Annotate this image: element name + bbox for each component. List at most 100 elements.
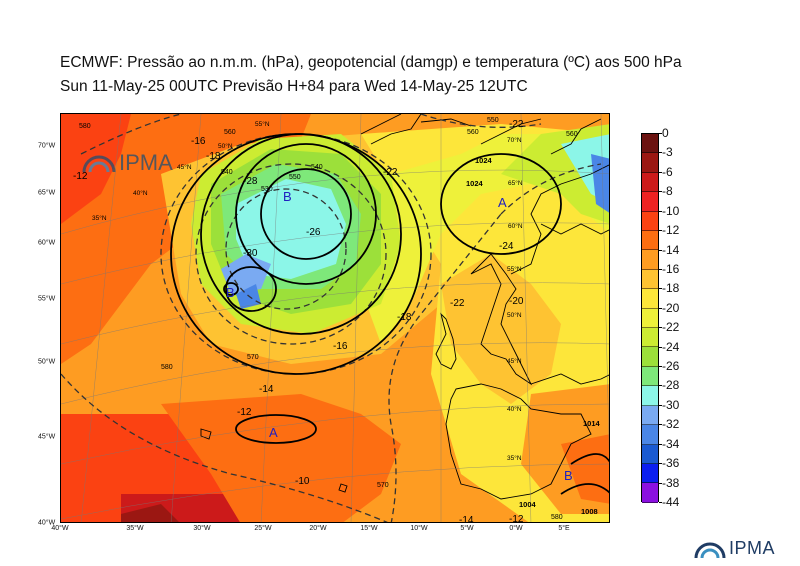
temp-label: -16 <box>191 136 206 147</box>
geo-label: 570 <box>377 482 389 489</box>
temp-label: -22 <box>509 119 524 130</box>
logo-text: IPMA <box>729 538 776 558</box>
geo-label: 570 <box>247 354 259 361</box>
low-center-label: B <box>226 285 235 300</box>
geo-label: 560 <box>467 129 479 136</box>
lon-label: 5°E <box>558 525 570 532</box>
geo-label: 550 <box>487 117 499 124</box>
temp-label: -22 <box>383 167 398 178</box>
temp-label: -14 <box>459 515 474 523</box>
high-center-label: A <box>269 425 278 440</box>
lat-label: 50°W <box>38 358 56 366</box>
temp-label: -28 <box>243 176 258 187</box>
isobars <box>170 133 609 495</box>
colorbar-tick <box>659 152 662 154</box>
colorbar-segment <box>642 483 658 503</box>
temp-label: -24 <box>499 241 514 252</box>
chart-subtitle: Sun 11-May-25 00UTC Previsão H+84 para W… <box>60 78 528 95</box>
colorbar-tick <box>659 424 662 426</box>
temp-label: -18 <box>397 312 412 323</box>
temp-label: -20 <box>509 296 524 307</box>
temp-label: -16 <box>333 341 348 352</box>
grid-label: 70°N <box>507 136 522 144</box>
low-center-label: B <box>283 189 292 204</box>
colorbar-tick <box>659 385 662 387</box>
colorbar-label: -38 <box>662 475 680 490</box>
isobar-label: 1014 <box>583 419 601 428</box>
colorbar-tick <box>659 230 662 232</box>
colorbar-segment <box>642 153 658 173</box>
colorbar-tick <box>659 288 662 290</box>
colorbar-segment <box>642 211 658 232</box>
grid-label: 35°N <box>507 454 522 462</box>
colorbar-segment <box>642 347 658 367</box>
colorbar-segment <box>642 134 658 154</box>
colorbar-tick <box>659 443 662 445</box>
grid-labels: 55°N 50°N 45°N 40°N 35°N 70°N 65°N 60°N … <box>92 120 523 462</box>
colorbar-segment <box>642 405 658 426</box>
colorbar-tick <box>659 268 662 270</box>
lon-label: 15°W <box>360 525 378 532</box>
lat-label: 55°W <box>38 295 56 303</box>
grid-label: 55°N <box>507 265 522 273</box>
colorbar-segment <box>642 308 658 329</box>
colorbar-label: -26 <box>662 359 680 374</box>
colorbar-tick <box>659 133 662 134</box>
lon-label: 25°W <box>254 525 272 532</box>
grid-label: 60°N <box>508 222 523 230</box>
temp-label: -14 <box>259 384 274 395</box>
colorbar-label: -14 <box>662 242 680 257</box>
watermark-logo: IPMA <box>82 150 173 176</box>
grid-label: 55°N <box>255 120 270 128</box>
colorbar-segment <box>642 425 658 445</box>
graticule <box>61 114 609 522</box>
colorbar-segment <box>642 289 658 309</box>
grid-label: 50°N <box>218 142 233 150</box>
colorbar-label: -12 <box>662 223 680 238</box>
colorbar-label: -18 <box>662 281 680 296</box>
weather-map: B B A A B -30 -28 -26 -22 -22 -18 -16 -1… <box>60 113 610 523</box>
grid-label: 50°N <box>507 311 522 319</box>
colorbar-segment <box>642 192 658 212</box>
colorbar-label: -16 <box>662 261 680 276</box>
colorbar-tick <box>659 191 662 193</box>
geo-label: 580 <box>79 123 91 130</box>
temp-label: -30 <box>243 248 258 259</box>
ipma-logo-icon <box>82 155 116 173</box>
colorbar <box>641 133 659 503</box>
grid-label: 40°N <box>133 189 148 197</box>
colorbar-label: -34 <box>662 436 680 451</box>
lon-label: 35°W <box>126 525 144 532</box>
colorbar-label: 0 <box>662 126 669 140</box>
geo-label: 550 <box>289 174 301 181</box>
grid-label: 40°N <box>507 405 522 413</box>
lat-label: 40°W <box>38 519 56 527</box>
lat-label: 45°W <box>38 433 56 441</box>
colorbar-segment <box>642 231 658 251</box>
colorbar-tick <box>659 366 662 368</box>
colorbar-label: -32 <box>662 417 680 432</box>
colorbar-label: -30 <box>662 397 680 412</box>
temp-label: -22 <box>450 298 465 309</box>
geo-label: 580 <box>161 364 173 371</box>
geo-label: 580 <box>551 514 563 521</box>
colorbar-segment <box>642 366 658 387</box>
lat-label: 70°W <box>38 142 56 150</box>
isobar-label: 1024 <box>466 179 484 188</box>
colorbar-tick <box>659 249 662 251</box>
temp-label: -12 <box>73 171 88 182</box>
colorbar-label: -44 <box>662 495 680 509</box>
colorbar-segment <box>642 386 658 406</box>
lat-label: 65°W <box>38 189 56 197</box>
chart-title: ECMWF: Pressão ao n.m.m. (hPa), geopoten… <box>60 54 682 71</box>
coastlines <box>200 114 609 500</box>
colorbar-segment <box>642 444 658 464</box>
colorbar-tick <box>659 171 662 173</box>
ipma-logo: IPMA <box>694 538 775 559</box>
colorbar-label: -24 <box>662 339 680 354</box>
map-svg: B B A A B -30 -28 -26 -22 -22 -18 -16 -1… <box>61 114 609 523</box>
lon-label: 10°W <box>410 525 428 532</box>
lon-label: 30°W <box>193 525 211 532</box>
colorbar-tick <box>659 482 662 484</box>
colorbar-label: -36 <box>662 456 680 471</box>
